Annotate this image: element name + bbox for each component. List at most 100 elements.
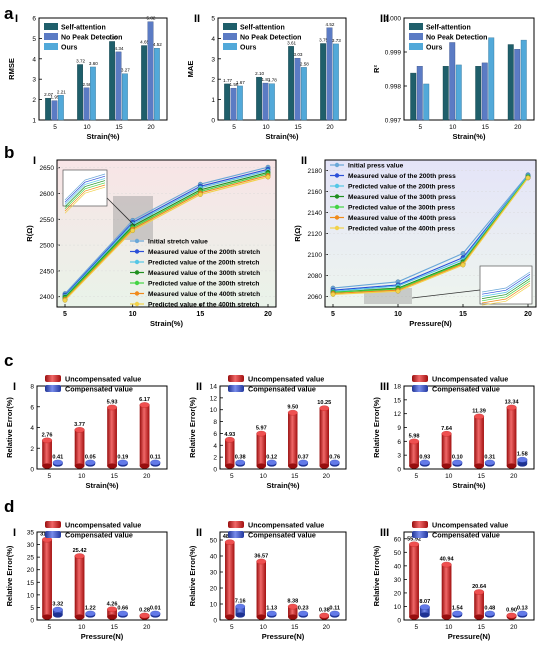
bar-cap [329,459,340,466]
x-tick-label: 15 [111,624,119,631]
bar [441,433,452,466]
x-tick-label: 15 [478,624,486,631]
legend-swatch [45,375,61,382]
x-tick-label: 20 [524,311,532,318]
bar-cap [266,610,277,617]
bar-value-label: 2.21 [57,89,66,94]
legend-swatch [228,521,244,528]
bar-value-label: 8.38 [287,599,298,605]
y-axis-label: Relative Error(%) [188,545,197,606]
bar-base [517,461,528,467]
bar-cap [506,612,517,619]
series-line [332,175,529,291]
inset-box [62,169,108,207]
bar [481,62,488,121]
bar-value-label: 2.58 [300,61,309,66]
x-tick-label: 20 [143,624,151,631]
bar-value-label: 3.77 [74,422,85,428]
bar [83,87,90,121]
bar-value-label: 5.97 [256,426,267,432]
panel-letter-b: b [4,143,14,162]
legend-label: Measured value of the 400th stretch [148,291,260,298]
bar-value-label: 0.13 [517,606,528,612]
y-tick-label: 0 [30,618,34,625]
bar-cap [235,603,246,610]
bar-cap [85,610,96,617]
bar-base [256,463,266,469]
legend-swatch [412,531,428,538]
bar [256,76,262,121]
bar [319,408,329,466]
bar-value-label: 2.58 [83,82,92,87]
y-tick-label: 2450 [40,268,55,275]
y-tick-label: 6 [397,439,401,446]
x-axis-label: Strain(%) [453,481,486,490]
bar-value-label: 0.10 [452,455,463,461]
panel-roman: II [196,527,202,539]
legend-label: Compensated value [65,531,133,540]
bar-cap [329,610,340,617]
bar-value-label: 8.07 [419,599,430,605]
y-tick-label: 40 [394,563,402,570]
series-line [64,171,269,298]
x-tick-label: 15 [111,473,119,480]
series-line [64,174,269,300]
bar-base [288,614,298,620]
legend-marker [334,173,340,178]
bar-cap [409,541,420,548]
legend-label: No Peak Detection [426,35,487,42]
legend-swatch [412,375,428,382]
series-line [332,175,529,292]
y-tick-label: 12 [210,395,218,402]
bar [423,83,430,121]
y-tick-label: 2080 [308,273,323,280]
legend-label: Predicted value of the 200th press [348,184,455,191]
inset-line [64,186,106,214]
legend-swatch [228,375,244,382]
bar [153,47,160,121]
bar [326,27,333,121]
inset-line [481,271,531,293]
legend-label: Compensated value [432,385,500,394]
bar [419,607,430,615]
legend-label: Compensated value [432,531,500,540]
legend-marker [334,183,340,189]
bar-value-label: 0.05 [85,455,96,461]
plot-frame [217,17,347,121]
x-axis-label: Pressure(N) [448,632,491,641]
bar-base [225,463,235,469]
bar-value-label: 1.81 [262,77,271,82]
bar-value-label: 3.27 [121,68,130,73]
legend-label: Self-attention [61,25,106,32]
y-tick-label: 50 [210,538,218,545]
bar-cap [266,459,277,466]
legend-label: Predicted value of the 400th stretch [148,302,259,309]
x-axis-label: Pressure(N) [81,632,124,641]
legend-swatch [45,521,61,528]
legend-swatch [44,43,58,50]
series-line [332,176,529,293]
data-point [197,192,203,197]
y-tick-label: 60 [394,536,402,543]
bar [410,72,417,121]
legend-label: Uncompensated value [65,521,141,530]
panel-letter-c: c [4,351,13,370]
y-tick-label: 12 [394,411,402,418]
bar-cap [517,456,528,463]
y-tick-label: 2 [211,77,215,84]
bar-cap [139,402,150,408]
bar-value-label: 1.77 [223,78,232,83]
y-tick-label: 5 [32,36,36,43]
legend-label: Uncompensated value [248,375,324,384]
bar-base [139,463,150,469]
legend-label: Measured value of the 400th press [348,215,456,222]
bar-cap [235,459,246,466]
y-tick-label: 25 [27,555,35,562]
y-axis-label: Relative Error(%) [5,397,14,458]
legend-marker [134,280,140,286]
inset-line [64,180,106,207]
x-tick-label: 15 [459,311,467,318]
y-tick-label: 10 [210,407,218,414]
x-axis-label: Strain(%) [86,481,119,490]
bar [506,407,517,466]
